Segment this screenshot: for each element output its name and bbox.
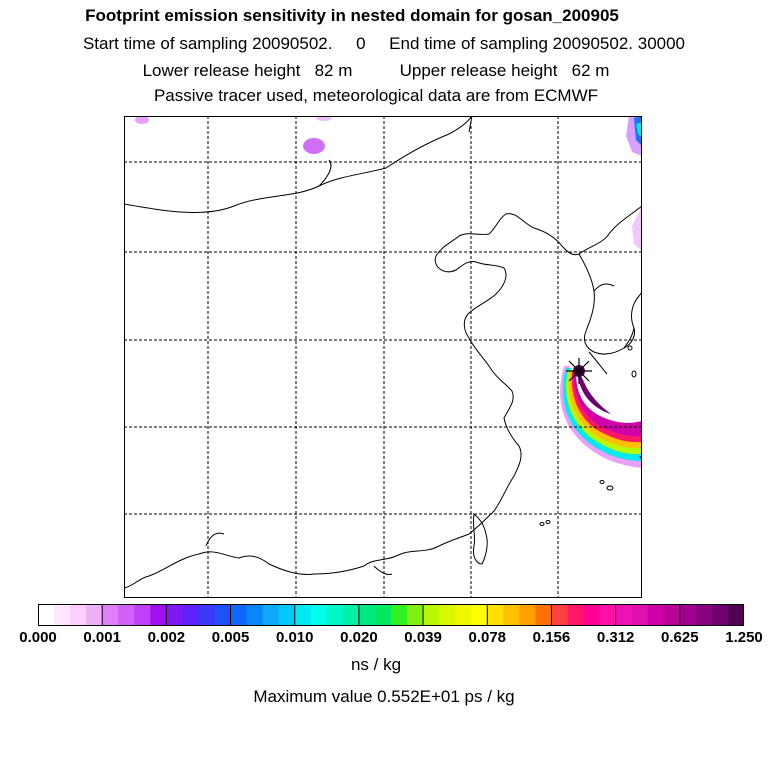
colorbar-swatch	[599, 604, 617, 626]
colorbar-swatch	[198, 604, 216, 626]
colorbar-swatch	[294, 604, 312, 626]
colorbar-label: 0.156	[532, 629, 571, 646]
colorbar-swatch	[583, 604, 601, 626]
colorbar-swatch	[679, 604, 697, 626]
colorbar-swatch	[615, 604, 633, 626]
colorbar-swatch	[278, 604, 296, 626]
end-value: 20090502. 30000	[552, 34, 686, 53]
colorbar-label: 0.002	[147, 629, 186, 646]
coastlines	[124, 116, 642, 589]
colorbar-label: 0.625	[661, 629, 699, 646]
colorbar-swatch	[262, 604, 280, 626]
colorbar-swatch	[519, 604, 537, 626]
colorbar-swatch	[487, 604, 504, 626]
colorbar-swatch	[407, 604, 424, 626]
release-heights: Lower release height 82 m Upper release …	[0, 61, 760, 81]
colorbar-swatch	[695, 604, 713, 626]
colorbar-swatch	[663, 604, 681, 626]
colorbar-label: 0.010	[275, 629, 314, 646]
upper-value: 62 m	[571, 61, 610, 80]
colorbar-swatch	[326, 604, 344, 626]
colorbar-swatch	[455, 604, 472, 626]
lower-value: 82 m	[314, 61, 353, 80]
colorbar-border	[38, 604, 744, 626]
upper-label: Upper release height	[399, 61, 558, 80]
lower-label: Lower release height	[142, 61, 301, 80]
end-label: End time of sampling	[389, 34, 548, 53]
colorbar-labels: 0.000 0.001 0.002 0.005 0.010 0.020 0.039 0.078…	[0, 629, 768, 649]
colorbar-swatch	[134, 604, 151, 626]
colorbar-swatch	[118, 604, 135, 626]
colorbar-swatch	[342, 604, 360, 626]
tracer-note: Passive tracer used, meteorological data…	[153, 86, 599, 105]
maximum-value: Maximum value 0.552E+01 ps / kg	[253, 687, 515, 706]
colorbar-swatch	[711, 604, 729, 626]
map-gridlines	[124, 116, 642, 598]
colorbar-label: 0.005	[211, 629, 250, 646]
colorbar-swatch	[230, 604, 248, 626]
colorbar-swatch	[150, 604, 167, 626]
colorbar-swatch	[86, 604, 103, 626]
plot-title: Footprint emission sensitivity in nested…	[85, 6, 619, 25]
footprint-map	[124, 116, 642, 598]
colorbar-swatch	[70, 604, 87, 626]
colorbar-swatch	[166, 604, 184, 626]
colorbar-unit: ns / kg	[350, 655, 402, 674]
colorbar-swatch	[54, 604, 71, 626]
colorbar-swatch	[535, 604, 553, 626]
colorbar-swatch	[727, 604, 744, 626]
colorbar-swatch	[439, 604, 456, 626]
colorbar-swatch	[38, 604, 55, 626]
colorbar-swatch	[423, 604, 440, 626]
colorbar-label: 0.000	[19, 629, 57, 646]
colorbar	[38, 604, 744, 626]
colorbar-swatch	[358, 604, 376, 626]
colorbar-swatch	[182, 604, 200, 626]
sampling-times: Start time of sampling 20090502. 0 End t…	[0, 34, 768, 54]
colorbar-swatch	[246, 604, 264, 626]
colorbar-swatch	[551, 604, 569, 626]
colorbar-swatch	[647, 604, 665, 626]
start-value: 20090502. 0	[252, 34, 366, 53]
colorbar-label: 1.250	[725, 629, 763, 646]
colorbar-label: 0.312	[596, 629, 635, 646]
colorbar-swatch	[567, 604, 585, 626]
colorbar-swatch	[503, 604, 520, 626]
sensitivity-field	[135, 116, 642, 468]
colorbar-swatch	[102, 604, 119, 626]
colorbar-label: 0.078	[468, 629, 507, 646]
colorbar-swatch	[310, 604, 328, 626]
colorbar-label: 0.001	[83, 629, 121, 646]
start-label: Start time of sampling	[82, 34, 248, 53]
colorbar-swatch	[214, 604, 232, 626]
colorbar-swatch	[471, 604, 488, 626]
colorbar-swatch	[631, 604, 649, 626]
colorbar-label: 0.039	[404, 629, 442, 646]
colorbar-swatch	[374, 604, 392, 626]
colorbar-label: 0.020	[340, 629, 378, 646]
star-icon	[566, 358, 592, 384]
colorbar-swatch	[391, 604, 408, 626]
